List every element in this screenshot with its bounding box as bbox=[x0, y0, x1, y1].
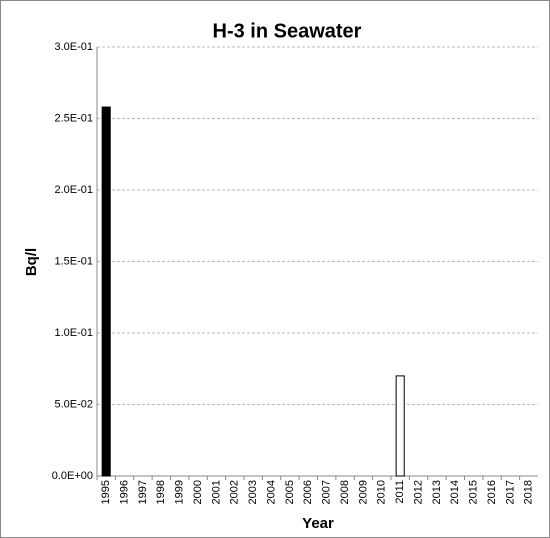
y-tick-label: 0.0E+00 bbox=[52, 470, 93, 482]
x-tick-label: 2018 bbox=[523, 480, 535, 504]
x-tick-label: 2002 bbox=[229, 480, 241, 504]
y-tick-label: 2.0E-01 bbox=[54, 184, 93, 196]
x-tick-label: 1999 bbox=[174, 480, 186, 504]
x-tick-label: 2004 bbox=[265, 480, 277, 504]
y-tick-label: 5.0E-02 bbox=[54, 398, 93, 410]
x-tick-label: 2006 bbox=[302, 480, 314, 504]
y-axis-title: Bq/l bbox=[23, 248, 40, 276]
x-tick-label: 2003 bbox=[247, 480, 259, 504]
x-tick-label: 2014 bbox=[449, 480, 461, 504]
bar bbox=[101, 106, 111, 477]
x-tick-label: 2008 bbox=[339, 480, 351, 504]
x-tick-label: 2001 bbox=[210, 480, 222, 504]
x-tick-label: 1997 bbox=[137, 480, 149, 504]
x-tick-label: 2009 bbox=[357, 480, 369, 504]
x-axis-title: Year bbox=[302, 515, 334, 532]
x-tick-label: 1996 bbox=[118, 480, 130, 504]
chart-title: H-3 in Seawater bbox=[213, 20, 362, 42]
x-tick-label: 2016 bbox=[486, 480, 498, 504]
x-tick-label: 2015 bbox=[468, 480, 480, 504]
x-tick-label: 2013 bbox=[431, 480, 443, 504]
y-tick-label: 3.0E-01 bbox=[54, 41, 93, 53]
y-tick-label: 2.5E-01 bbox=[54, 112, 93, 124]
x-tick-label: 1995 bbox=[100, 480, 112, 504]
x-tick-label: 2012 bbox=[412, 480, 424, 504]
x-tick-label: 2000 bbox=[192, 480, 204, 504]
x-tick-label: 2005 bbox=[284, 480, 296, 504]
bar bbox=[395, 375, 405, 477]
y-tick-label: 1.0E-01 bbox=[54, 327, 93, 339]
x-tick-label: 2007 bbox=[321, 480, 333, 504]
x-tick-label: 2011 bbox=[394, 480, 406, 504]
x-tick-label: 2010 bbox=[376, 480, 388, 504]
y-tick-label: 1.5E-01 bbox=[54, 255, 93, 267]
x-tick-label: 2017 bbox=[504, 480, 516, 504]
x-tick-label: 1998 bbox=[155, 480, 167, 504]
